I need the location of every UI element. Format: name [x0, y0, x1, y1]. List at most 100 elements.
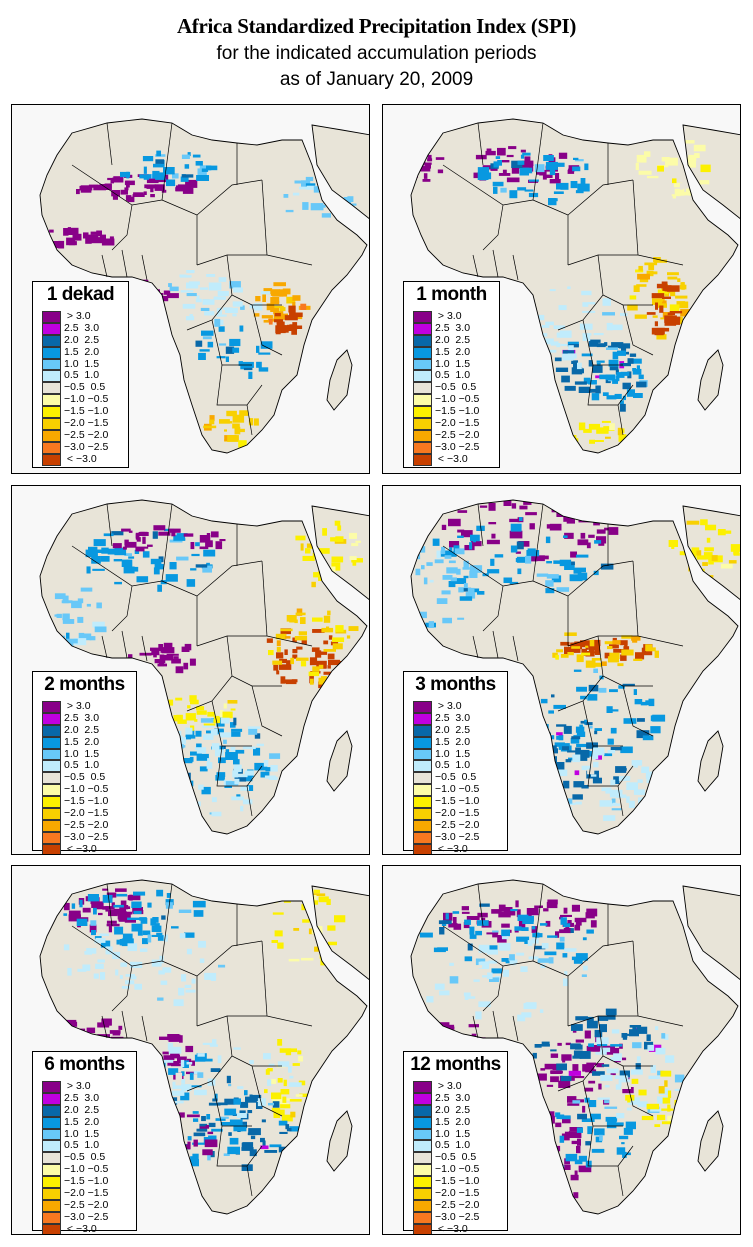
spi-cell [613, 649, 625, 653]
spi-cell [510, 523, 522, 532]
spi-cell [233, 1047, 241, 1050]
spi-cell [497, 160, 510, 163]
spi-cell [301, 957, 314, 961]
spi-cell [549, 168, 556, 176]
spi-cell [291, 679, 298, 683]
spi-cell [462, 587, 472, 592]
coastline [410, 499, 739, 835]
page-title: Africa Standardized Precipitation Index … [176, 14, 577, 38]
spi-cell [691, 550, 697, 558]
coastline [682, 885, 740, 980]
spi-cell [470, 965, 483, 969]
legend-entry: −1.5 −1.0 [42, 795, 132, 809]
spi-cell [528, 179, 539, 182]
spi-cell [667, 312, 675, 316]
spi-cell [436, 598, 448, 604]
spi-cell [239, 776, 253, 782]
spi-cell [570, 551, 577, 558]
country-border [617, 1165, 624, 1197]
spi-cell [295, 1094, 303, 1097]
spi-cell [175, 1072, 183, 1081]
spi-cell [122, 546, 127, 550]
spi-cell [242, 746, 256, 750]
spi-cell [190, 751, 202, 756]
spi-cell [572, 166, 581, 172]
spi-cell [621, 649, 634, 656]
legend-swatch [42, 748, 61, 761]
spi-cell [107, 548, 120, 555]
spi-cell [182, 1060, 189, 1068]
spi-cell [286, 1048, 297, 1053]
spi-cell [143, 177, 150, 180]
spi-cell [602, 392, 609, 396]
spi-cell [113, 559, 123, 562]
spi-cell [186, 948, 192, 955]
spi-cell [651, 327, 665, 335]
spi-cell [589, 439, 595, 444]
spi-overlay [41, 150, 357, 448]
spi-cell [463, 583, 468, 589]
spi-cell [286, 660, 291, 666]
spi-cell [562, 1116, 571, 1124]
legend-range-label: 1.5 2.0 [435, 1115, 471, 1128]
legend-entry: 1.5 2.0 [413, 1115, 503, 1129]
spi-cell [573, 1050, 583, 1059]
spi-cell [93, 549, 105, 553]
spi-cell [590, 920, 597, 928]
spi-cell [650, 715, 655, 722]
spi-cell [609, 652, 620, 659]
spi-cell [246, 785, 254, 791]
legend-swatch [42, 1223, 61, 1234]
spi-cell [536, 555, 545, 562]
spi-cell [534, 164, 545, 173]
country-border [111, 965, 133, 1012]
spi-cell [142, 536, 146, 544]
spi-cell [593, 761, 599, 768]
spi-cell [582, 333, 592, 336]
spi-cell [196, 1053, 207, 1062]
spi-cell [114, 547, 127, 556]
spi-cell [688, 154, 697, 162]
legend-range-label: −1.0 −0.5 [64, 783, 109, 796]
spi-cell [118, 919, 130, 922]
spi-cell [313, 893, 326, 896]
country-border [121, 630, 128, 659]
spi-cell [492, 934, 498, 938]
spi-cell [106, 923, 120, 927]
spi-cell [511, 160, 523, 168]
spi-cell [283, 194, 289, 198]
spi-cell [665, 157, 678, 166]
legend-range-label: < −3.0 [64, 1222, 97, 1235]
spi-cell [225, 749, 230, 753]
arabia-landmass [312, 886, 369, 980]
spi-cell [461, 906, 469, 911]
spi-cell [187, 152, 191, 157]
spi-cell [183, 662, 189, 670]
legend-range-label: −2.5 −2.0 [435, 818, 480, 831]
spi-cell [234, 426, 241, 435]
spi-cell [189, 314, 193, 317]
spi-cell [468, 1024, 479, 1028]
spi-cell [667, 1115, 673, 1122]
spi-cell [204, 1139, 218, 1148]
spi-cell [469, 542, 473, 550]
spi-cell [231, 731, 241, 737]
legend-title: 6 months [44, 1054, 125, 1075]
legend-range-label: 2.5 3.0 [64, 1091, 100, 1104]
spi-cell [191, 978, 196, 984]
coastline [697, 1110, 724, 1172]
spi-cell [124, 553, 132, 556]
spi-cell [162, 967, 172, 973]
spi-cell [562, 746, 570, 751]
spi-cell [198, 352, 206, 360]
spi-cell [469, 934, 477, 939]
spi-cell [446, 567, 458, 574]
spi-cell [278, 1120, 288, 1126]
spi-cell [470, 534, 480, 542]
legend-swatch [42, 322, 61, 335]
spi-cell [258, 367, 269, 372]
spi-cell [629, 295, 637, 300]
spi-cell [620, 363, 631, 367]
spi-cell [515, 551, 521, 554]
spi-cell [522, 916, 534, 924]
